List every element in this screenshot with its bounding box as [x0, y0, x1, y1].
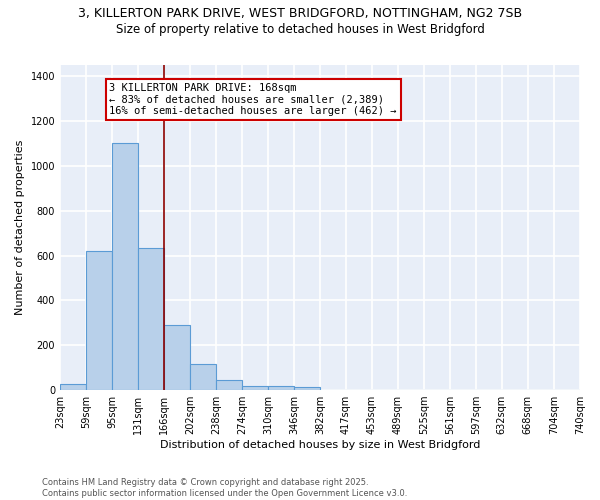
Bar [112, 144, 139, 390]
Text: Size of property relative to detached houses in West Bridgford: Size of property relative to detached ho… [116, 22, 484, 36]
Bar [242, 386, 268, 390]
Text: Contains HM Land Registry data © Crown copyright and database right 2025.
Contai: Contains HM Land Registry data © Crown c… [42, 478, 407, 498]
Text: 3 KILLERTON PARK DRIVE: 168sqm
← 83% of detached houses are smaller (2,389)
16% : 3 KILLERTON PARK DRIVE: 168sqm ← 83% of … [109, 83, 397, 116]
X-axis label: Distribution of detached houses by size in West Bridgford: Distribution of detached houses by size … [160, 440, 480, 450]
Text: 3, KILLERTON PARK DRIVE, WEST BRIDGFORD, NOTTINGHAM, NG2 7SB: 3, KILLERTON PARK DRIVE, WEST BRIDGFORD,… [78, 8, 522, 20]
Bar [268, 386, 294, 390]
Y-axis label: Number of detached properties: Number of detached properties [15, 140, 25, 315]
Bar [216, 380, 242, 390]
Bar [190, 364, 216, 390]
Bar [86, 251, 112, 390]
Bar [139, 248, 164, 390]
Bar [294, 388, 320, 390]
Bar [164, 325, 190, 390]
Bar [60, 384, 86, 390]
